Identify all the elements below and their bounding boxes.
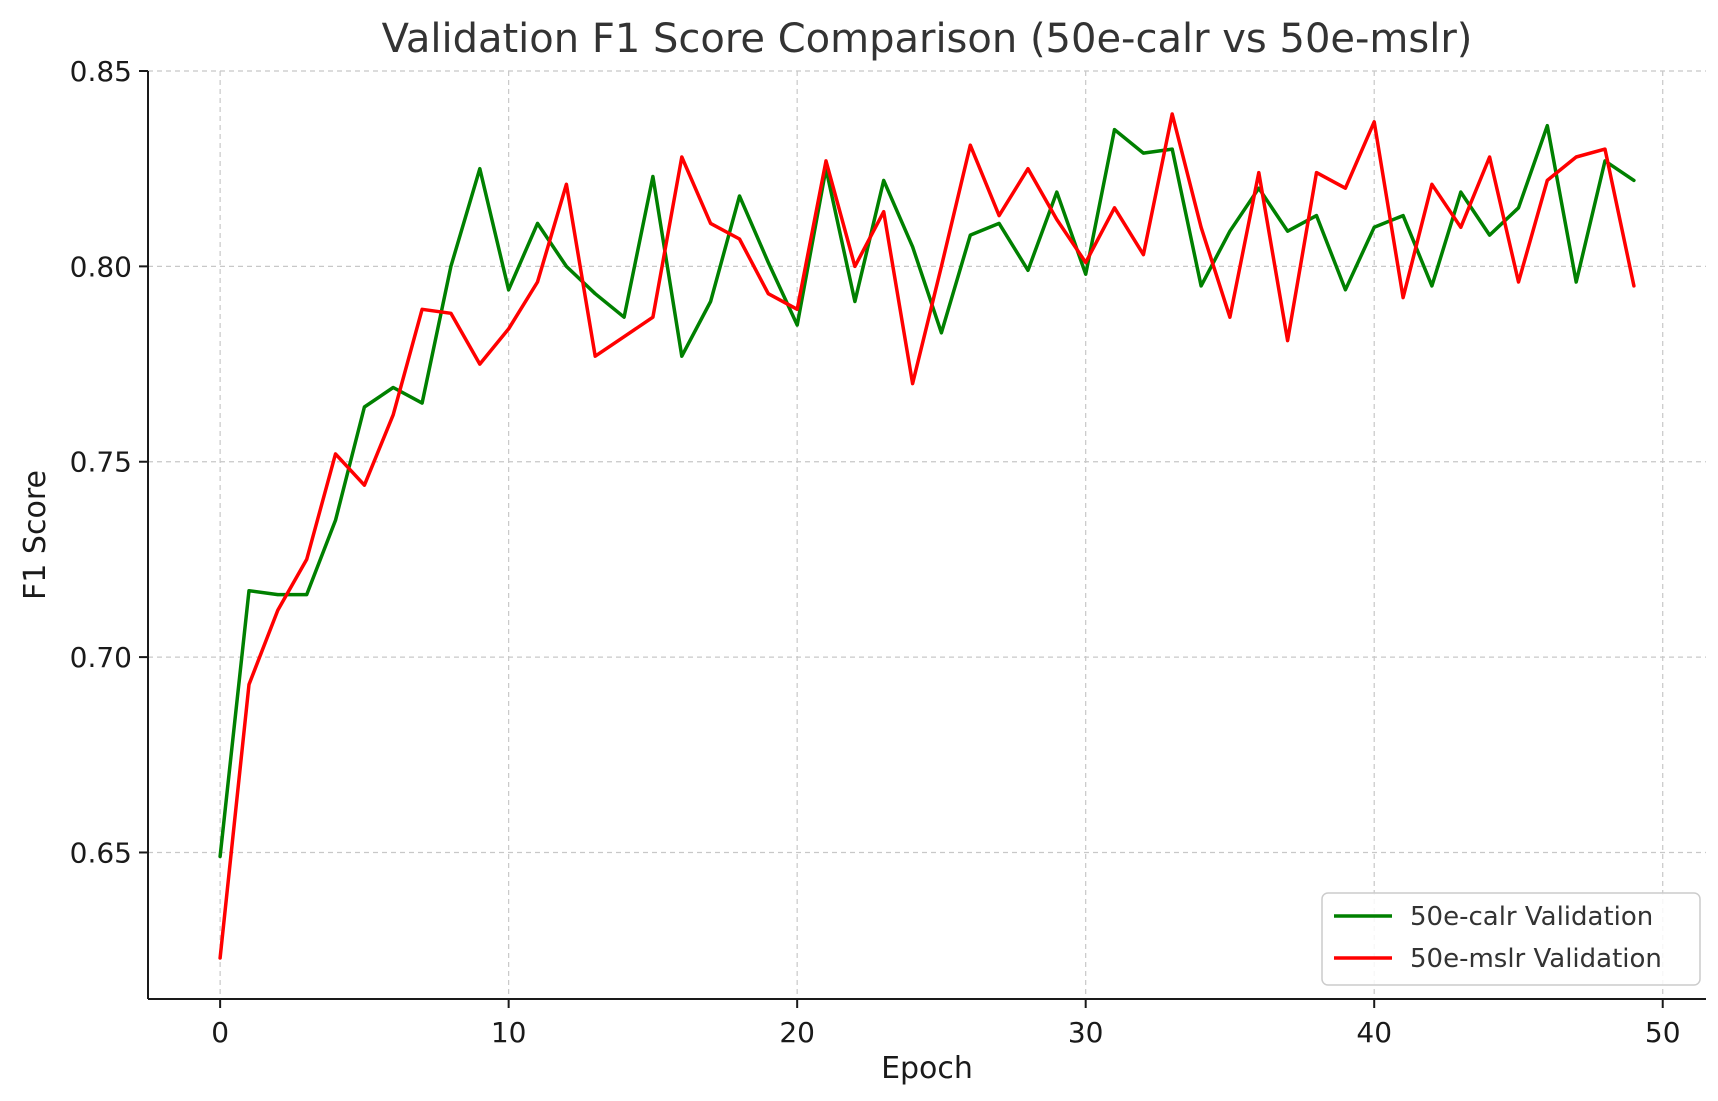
x-tick-label: 0 [211, 1016, 229, 1049]
y-tick-label: 0.85 [70, 55, 132, 88]
legend: 50e-calr Validation 50e-mslr Validation [1321, 892, 1701, 986]
chart-title: Validation F1 Score Comparison (50e-calr… [382, 16, 1473, 62]
x-tick-label: 30 [1068, 1016, 1104, 1049]
y-tick-label: 0.80 [70, 250, 132, 283]
series-line-mslr [218, 112, 1636, 960]
axis-ticks: 0 10 20 30 40 50 0.65 0.70 0.75 0.80 0.85 [70, 55, 1681, 1049]
series-line-calr [218, 123, 1636, 859]
x-tick-label: 10 [491, 1016, 527, 1049]
x-tick-label: 40 [1356, 1016, 1392, 1049]
y-tick-label: 0.75 [70, 446, 132, 479]
x-axis-label: Epoch [881, 1051, 973, 1086]
y-tick-label: 0.70 [70, 641, 132, 674]
legend-box [1321, 892, 1701, 986]
legend-label-calr: 50e-calr Validation [1410, 902, 1653, 932]
series-lines [218, 112, 1636, 960]
y-axis-label: F1 Score [18, 470, 53, 600]
legend-label-mslr: 50e-mslr Validation [1410, 944, 1662, 974]
x-tick-label: 50 [1645, 1016, 1681, 1049]
x-tick-label: 20 [779, 1016, 815, 1049]
grid-lines [148, 70, 1706, 999]
y-tick-label: 0.65 [70, 836, 132, 869]
